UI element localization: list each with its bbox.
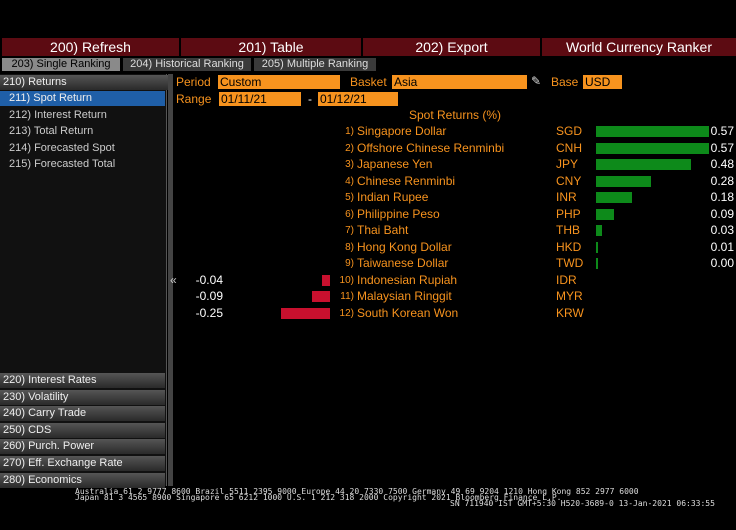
value-bar — [596, 159, 692, 170]
ranking-title: Spot Returns (%) — [408, 108, 502, 122]
value-bar — [596, 208, 614, 220]
currency-code: TWD — [556, 256, 584, 270]
table-button[interactable]: 201) Table — [181, 38, 362, 56]
value-label: 0.00 — [710, 256, 734, 270]
sidebar-item[interactable]: 213) Total Return — [9, 125, 94, 137]
value-label: -0.09 — [195, 289, 223, 303]
currency-name: Chinese Renminbi — [357, 173, 456, 188]
edit-icon[interactable]: ✎ — [531, 74, 542, 88]
sidebar-section[interactable]: 270) Eff. Exchange Rate — [0, 456, 165, 471]
sidebar-section[interactable]: 230) Volatility — [0, 389, 165, 405]
currency-name: Indonesian Rupiah — [357, 272, 458, 287]
rank: 5) — [345, 192, 354, 203]
value-bar — [596, 258, 598, 269]
value-bar — [596, 192, 632, 203]
refresh-button[interactable]: 200) Refresh — [2, 38, 180, 56]
sidebar-item[interactable]: 212) Interest Return — [9, 108, 107, 121]
value-label: 0.01 — [710, 239, 734, 254]
rank: 10) — [339, 274, 354, 286]
rank: 2) — [345, 142, 354, 154]
basket-label: Basket — [350, 75, 387, 89]
value-label: -0.04 — [195, 272, 223, 287]
value-label: 0.57 — [710, 124, 734, 138]
currency-code: CNY — [556, 173, 582, 188]
currency-name: Offshore Chinese Renminbi — [357, 140, 505, 155]
sidebar-section[interactable]: 260) Purch. Power — [0, 439, 165, 455]
rank: 6) — [345, 208, 354, 220]
sidebar-section[interactable]: 240) Carry Trade — [0, 406, 165, 422]
value-label: 0.03 — [710, 223, 734, 237]
currency-code: INR — [556, 190, 577, 204]
range-label: Range — [176, 92, 212, 106]
currency-code: CNH — [556, 140, 582, 155]
currency-name: Thai Baht — [357, 223, 409, 237]
range-start[interactable]: 01/11/21 — [219, 92, 301, 106]
rank: 4) — [345, 175, 354, 187]
value-bar — [596, 126, 709, 137]
sidebar-section[interactable]: 250) CDS — [0, 422, 165, 438]
currency-code: MYR — [556, 289, 583, 303]
currency-code: HKD — [556, 239, 582, 254]
currency-name: South Korean Won — [357, 305, 459, 320]
value-label: -0.25 — [195, 305, 223, 320]
sidebar-section[interactable]: 280) Economics — [0, 472, 165, 488]
currency-name: Hong Kong Dollar — [357, 239, 452, 254]
currency-code: PHP — [556, 206, 581, 221]
value-bar — [596, 142, 709, 154]
value-bar — [322, 274, 330, 286]
base-label: Base — [551, 75, 579, 89]
currency-code: KRW — [556, 305, 584, 320]
sidebar-header[interactable]: 210) Returns — [0, 75, 168, 90]
period-dropdown[interactable]: Custom — [218, 75, 340, 89]
value-bar — [596, 241, 598, 253]
footer-line: SN 711940 IST GMT+5:30 H520-3689-0 13-Ja… — [450, 499, 715, 508]
rank: 3) — [345, 159, 354, 170]
footer — [0, 487, 736, 510]
rank: 7) — [345, 225, 354, 236]
collapse-icon[interactable]: « — [170, 273, 177, 287]
currency-name: Malaysian Ringgit — [357, 289, 452, 303]
sidebar-section[interactable]: 220) Interest Rates — [0, 373, 165, 388]
footer-line: Australia 61 2 9777 8600 Brazil 5511 239… — [75, 487, 639, 496]
value-label: 0.18 — [710, 190, 734, 204]
value-label: 0.57 — [710, 140, 734, 155]
value-label: 0.48 — [710, 157, 734, 171]
value-bar — [280, 307, 330, 319]
rank: 11) — [340, 291, 354, 302]
currency-code: JPY — [556, 157, 579, 171]
value-label: 0.28 — [710, 173, 734, 188]
currency-name: Indian Rupee — [357, 190, 429, 204]
currency-code: THB — [556, 223, 580, 237]
rank: 12) — [339, 307, 354, 319]
currency-name: Taiwanese Dollar — [357, 256, 449, 270]
value-bar — [596, 175, 652, 187]
period-label: Period — [176, 75, 211, 89]
sidebar-item[interactable]: 214) Forecasted Spot — [9, 141, 115, 154]
tab[interactable]: 203) Single Ranking — [2, 58, 120, 71]
toolbar-title: World Currency Ranker — [542, 38, 736, 56]
currency-name: Japanese Yen — [357, 157, 433, 171]
rank: 8) — [345, 241, 354, 253]
rank: 9) — [345, 258, 354, 269]
base-dropdown[interactable]: USD — [583, 75, 622, 89]
tab[interactable]: 205) Multiple Ranking — [254, 58, 376, 71]
range-end[interactable]: 01/12/21 — [318, 92, 398, 106]
currency-name: Singapore Dollar — [357, 124, 447, 138]
tab[interactable]: 204) Historical Ranking — [123, 58, 251, 71]
rank: 1) — [345, 126, 354, 137]
value-bar — [596, 225, 602, 236]
currency-code: IDR — [556, 272, 577, 287]
currency-code: SGD — [556, 124, 583, 138]
currency-name: Philippine Peso — [357, 206, 440, 221]
range-separator: - — [308, 92, 312, 106]
value-label: 0.09 — [710, 206, 734, 221]
footer-line: Japan 81 3 4565 8900 Singapore 65 6212 1… — [75, 493, 562, 502]
value-bar — [312, 291, 330, 302]
basket-dropdown[interactable]: Asia — [392, 75, 527, 89]
sidebar-item[interactable]: 215) Forecasted Total — [9, 158, 116, 170]
scrollbar — [168, 74, 173, 486]
export-button[interactable]: 202) Export — [363, 38, 541, 56]
sidebar-item[interactable]: 211) Spot Return — [0, 91, 165, 106]
